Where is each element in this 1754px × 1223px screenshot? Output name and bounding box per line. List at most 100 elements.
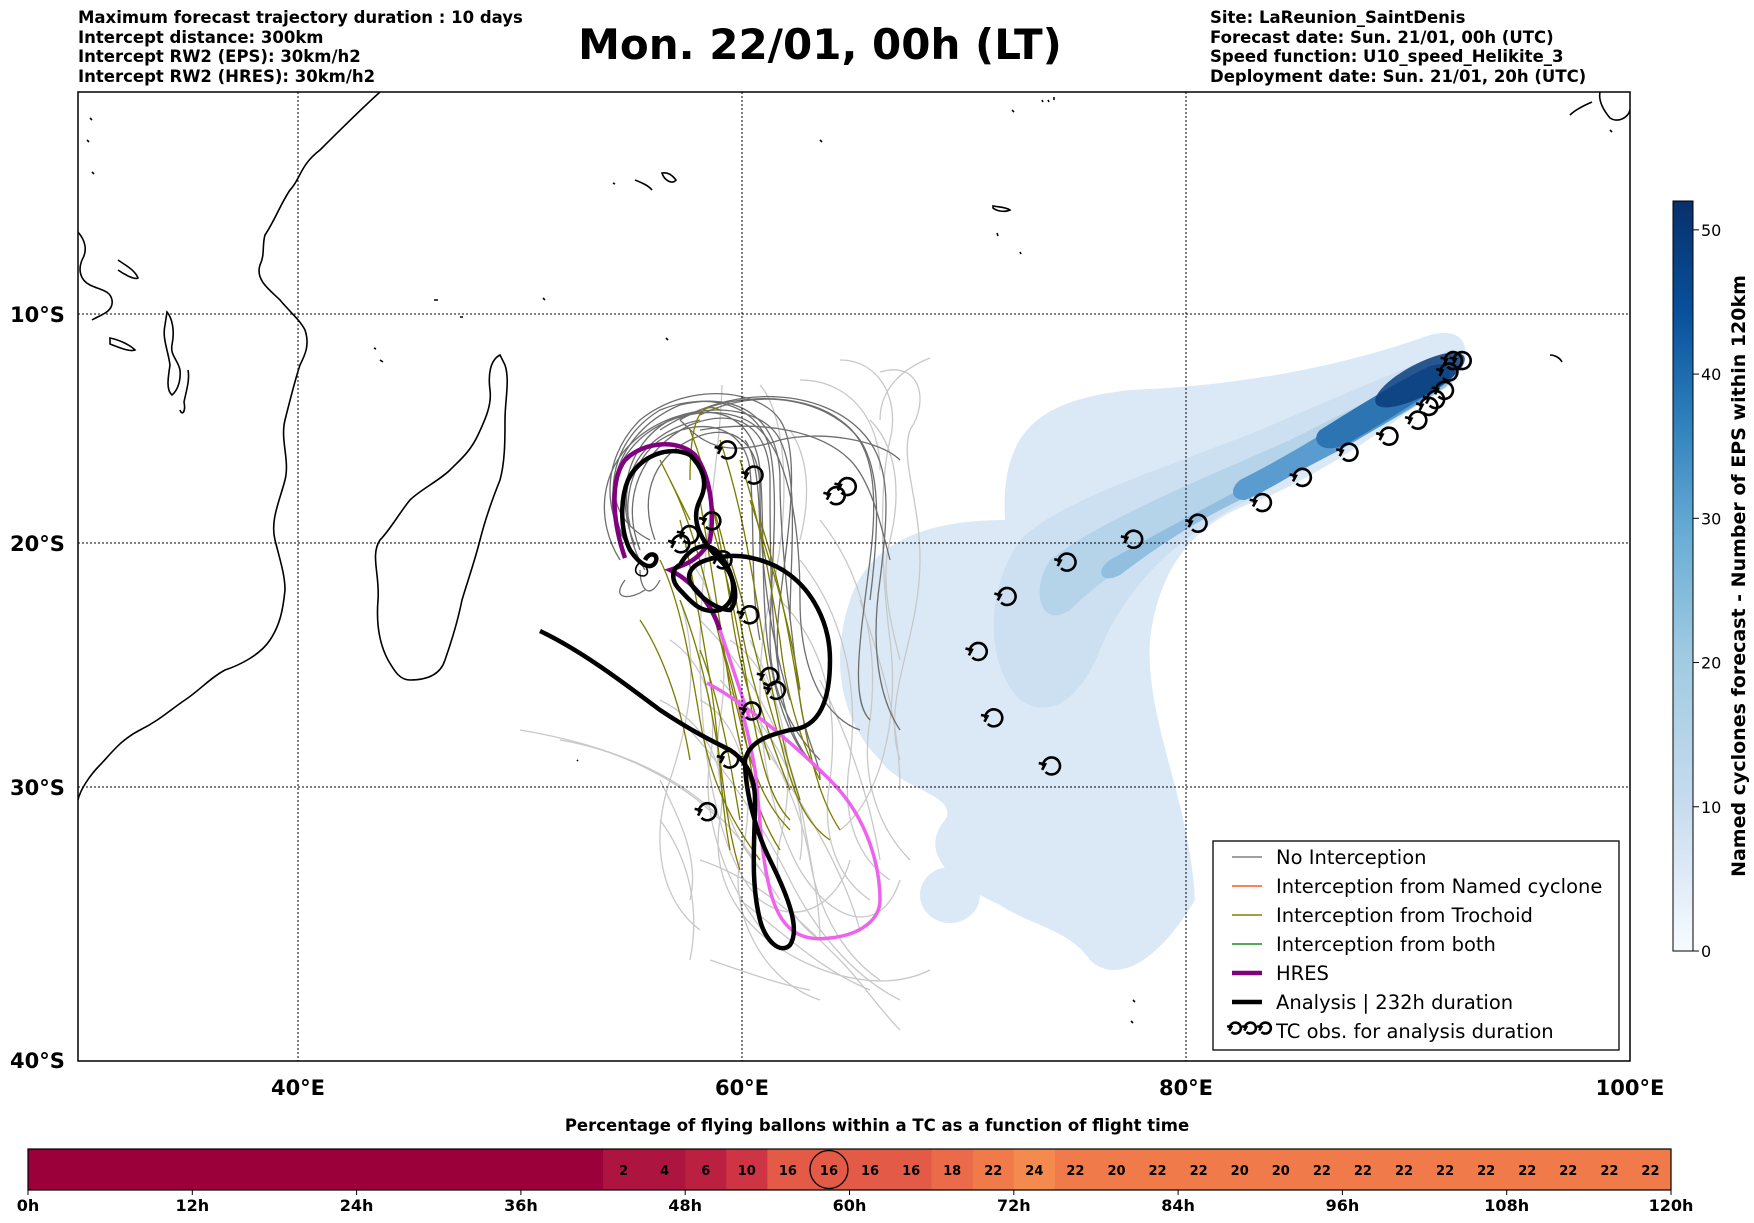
timeline-cell	[767, 1149, 809, 1190]
timeline-value: 22	[1641, 1164, 1659, 1179]
timeline-cell	[1013, 1149, 1056, 1190]
timeline-value: 18	[943, 1164, 961, 1179]
colorbar: 0 10 20 30 40 50 Named cyclones forecast - Nu…	[1672, 200, 1750, 961]
timeline-cell	[1054, 1149, 1097, 1190]
timeline-cell	[603, 1149, 645, 1190]
colorbar-tick: 30	[1701, 509, 1721, 528]
tc-symbol	[994, 586, 1017, 607]
tc-symbol	[1415, 396, 1439, 417]
timeline-cell	[1301, 1149, 1343, 1190]
header-line: Intercept distance: 300km	[78, 27, 324, 47]
timeline-cell	[28, 1149, 70, 1190]
timeline-value: 22	[1559, 1164, 1577, 1179]
map-gridlines	[78, 92, 1630, 1061]
tc-symbol	[694, 801, 718, 822]
timeline-cell	[479, 1149, 522, 1190]
timeline-tick: 84h	[1161, 1196, 1195, 1215]
lon-label: 100°E	[1596, 1076, 1665, 1100]
legend-label: Interception from Named cyclone	[1276, 875, 1602, 898]
timeline-cell	[315, 1149, 358, 1190]
header-left: Maximum forecast trajectory duration : 1…	[78, 8, 523, 86]
timeline-cell	[1383, 1149, 1426, 1190]
tc-symbol	[1440, 350, 1464, 371]
timeline-cell	[1178, 1149, 1220, 1190]
lon-label: 60°E	[715, 1076, 769, 1100]
tc-symbol	[1038, 756, 1062, 776]
tc-obs-symbols	[667, 350, 1472, 822]
tc-symbol	[1256, 1021, 1273, 1035]
timeline-cell	[438, 1149, 481, 1190]
timeline-value: 4	[660, 1164, 669, 1179]
timeline-cell	[1629, 1149, 1672, 1190]
tc-symbol	[763, 680, 786, 701]
timeline-cell	[69, 1149, 111, 1190]
map-legend: No Interception Interception from Named …	[1212, 840, 1620, 1051]
timeline-title: Percentage of flying ballons within a TC…	[564, 1116, 1190, 1135]
timeline-cell	[1465, 1149, 1508, 1190]
legend-label: HRES	[1276, 962, 1329, 985]
timeline-tick: 60h	[833, 1196, 867, 1215]
timeline-highlight	[809, 1149, 849, 1190]
timeline-value: 2	[619, 1164, 628, 1179]
colorbar-tick: 50	[1701, 221, 1721, 240]
timeline-tick: 96h	[1326, 1196, 1360, 1215]
legend-label: Interception from both	[1276, 933, 1496, 956]
map-frame	[77, 91, 1631, 1062]
tc-symbol	[1226, 1021, 1243, 1035]
timeline-cell	[1506, 1149, 1549, 1190]
timeline-cell	[151, 1149, 193, 1190]
tc-symbol	[1054, 552, 1077, 572]
tc-symbol	[823, 485, 846, 506]
lat-label: 40°S	[10, 1049, 65, 1073]
timeline-value: 16	[779, 1164, 797, 1179]
colorbar-tick: 10	[1701, 798, 1721, 817]
timeline-value: 10	[738, 1164, 756, 1179]
axis-labels: 10°S 20°S 30°S 40°S 40°E 60°E 80°E 100°E	[10, 303, 1664, 1100]
timeline-cell	[972, 1149, 1015, 1190]
timeline-cell	[849, 1149, 892, 1190]
lat-label: 10°S	[10, 303, 65, 327]
tc-symbol	[698, 511, 722, 531]
tc-symbol	[1185, 513, 1208, 533]
timeline-cell	[1095, 1149, 1138, 1190]
timeline-cell	[356, 1149, 399, 1190]
lon-label: 80°E	[1159, 1076, 1213, 1100]
analysis-track	[539, 449, 833, 951]
header-right: Site: LaReunion_SaintDenis Forecast date…	[1210, 8, 1586, 86]
header-line: Maximum forecast trajectory duration : 1…	[78, 8, 523, 27]
tc-symbol	[1449, 350, 1472, 371]
tc-symbol	[1289, 467, 1313, 488]
timeline-cell	[520, 1149, 563, 1190]
timeline-value: 22	[1436, 1164, 1454, 1179]
tc-symbol	[965, 641, 988, 662]
header-line: Forecast date: Sun. 21/01, 00h (UTC)	[1210, 27, 1554, 47]
coastlines	[78, 92, 1630, 1024]
colorbar-label: Named cyclones forecast - Number of EPS …	[1728, 275, 1750, 877]
timeline-tick: 36h	[504, 1196, 538, 1215]
tc-symbol	[834, 476, 857, 497]
legend-label: TC obs. for analysis duration	[1275, 1020, 1554, 1043]
tc-symbol	[709, 550, 733, 570]
header-line: Speed function: U10_speed_Helikite_3	[1210, 47, 1564, 66]
header-line: Deployment date: Sun. 21/01, 20h (UTC)	[1210, 66, 1587, 86]
tc-symbol	[736, 605, 760, 625]
lat-label: 30°S	[10, 776, 65, 800]
timeline-value: 22	[1149, 1164, 1167, 1179]
header-line: Intercept RW2 (EPS): 30km/h2	[78, 47, 361, 66]
hres-track-tail	[718, 629, 752, 721]
timeline-value: 24	[1025, 1164, 1043, 1179]
lon-label: 40°E	[271, 1076, 325, 1100]
timeline-tick: 12h	[175, 1196, 209, 1215]
tc-symbol	[716, 749, 740, 769]
colorbar-tick: 0	[1701, 942, 1711, 961]
timeline-tick: 108h	[1484, 1196, 1529, 1215]
tc-symbol	[1375, 426, 1399, 446]
timeline-cell	[1588, 1149, 1631, 1190]
timeline-value: 20	[1272, 1164, 1290, 1179]
legend-label: Analysis | 232h duration	[1276, 991, 1513, 1014]
timeline-cell	[890, 1149, 933, 1190]
tc-symbol	[1404, 410, 1428, 430]
timeline-tick: 48h	[668, 1196, 702, 1215]
colorbar-tick: 20	[1701, 654, 1721, 673]
tc-symbol	[980, 708, 1004, 728]
